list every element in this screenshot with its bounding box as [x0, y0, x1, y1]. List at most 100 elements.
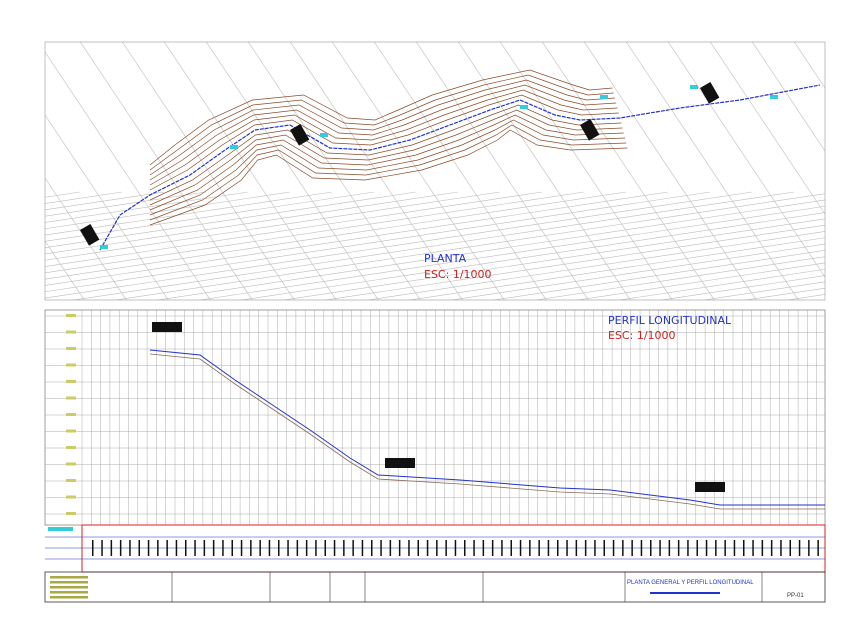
- table-cell-mark: [175, 540, 178, 556]
- grid-line: [701, 281, 825, 300]
- grid-line: [121, 42, 295, 300]
- table-cell-mark: [278, 540, 280, 556]
- table-cell-mark: [147, 540, 150, 556]
- table-cell-mark: [240, 540, 243, 556]
- table-cell-mark: [110, 540, 113, 556]
- table-cell-mark: [547, 540, 550, 556]
- title-underline: [650, 592, 720, 594]
- table-cell-mark: [445, 540, 447, 556]
- table-cell-mark: [696, 540, 698, 556]
- table-cell-mark: [761, 540, 764, 556]
- pipe-profile: [149, 349, 825, 506]
- table-cell-mark: [650, 540, 652, 556]
- table-cell-mark: [668, 540, 671, 556]
- grid-line: [113, 193, 825, 300]
- plan-view: [45, 42, 825, 300]
- table-cell-mark: [398, 540, 401, 556]
- table-cell-mark: [473, 540, 475, 556]
- table-cell-mark: [92, 540, 94, 556]
- table-cell-mark: [333, 540, 336, 556]
- table-cell-mark: [557, 540, 559, 556]
- contour: [149, 69, 613, 166]
- contour: [149, 109, 623, 206]
- elevation-label: [66, 380, 76, 383]
- profile-scale: ESC: 1/1000: [608, 329, 676, 342]
- grid-line: [457, 42, 631, 300]
- structure-block: [695, 482, 725, 492]
- grid-line: [45, 191, 207, 217]
- logo-line: [50, 596, 88, 599]
- node-marker: [690, 85, 698, 89]
- grid-line: [617, 268, 825, 300]
- table-cell-mark: [138, 540, 140, 556]
- logo-line: [50, 581, 88, 584]
- grid-line: [373, 42, 547, 300]
- grid-line: [499, 42, 673, 300]
- elevation-label: [66, 495, 76, 499]
- table-label: [48, 527, 73, 531]
- contour: [149, 94, 619, 191]
- grid-line: [449, 243, 825, 300]
- grid-line: [45, 191, 753, 299]
- elevation-label: [66, 446, 76, 449]
- table-cell-mark: [101, 540, 103, 556]
- sheet-number: PP-01: [787, 593, 804, 599]
- table-cell-mark: [510, 540, 512, 556]
- table-cell-mark: [305, 540, 308, 556]
- elevation-label: [66, 396, 76, 400]
- grid-line: [197, 205, 825, 300]
- table-cell-mark: [780, 540, 782, 556]
- table-cell-mark: [315, 540, 317, 556]
- profile-table: [45, 524, 826, 573]
- node-marker: [100, 245, 108, 249]
- table-cell-mark: [789, 540, 791, 556]
- grid-line: [45, 191, 543, 267]
- structure-block: [80, 224, 100, 246]
- grid-line: [415, 42, 589, 300]
- elevation-label: [66, 363, 76, 367]
- table-cell-mark: [380, 540, 382, 556]
- table-cell-mark: [129, 540, 131, 556]
- grid-line: [45, 191, 333, 236]
- grid-line: [491, 250, 825, 300]
- node-marker: [520, 105, 528, 109]
- grid-line: [365, 231, 825, 300]
- table-cell-mark: [185, 540, 187, 556]
- table-cell-mark: [324, 540, 326, 556]
- table-cell-mark: [705, 540, 708, 556]
- table-cell-mark: [631, 540, 633, 556]
- grid-line: [45, 191, 585, 274]
- profile-view: [44, 309, 826, 526]
- grid-line: [743, 287, 825, 300]
- node-marker: [770, 95, 778, 99]
- table-cell-mark: [436, 540, 438, 556]
- table-cell-mark: [212, 540, 215, 556]
- structure-block: [290, 124, 310, 146]
- grid-line: [281, 218, 825, 300]
- elevation-label: [66, 347, 76, 350]
- structure-block: [385, 458, 415, 468]
- contour: [149, 84, 617, 181]
- table-cell-mark: [724, 540, 726, 556]
- grid-line: [79, 42, 253, 300]
- table-cell-mark: [296, 540, 299, 556]
- table-cell-mark: [612, 540, 615, 556]
- contour: [149, 119, 626, 216]
- table-cell-mark: [389, 540, 392, 556]
- table-cell-mark: [770, 540, 773, 556]
- grid-line: [289, 42, 463, 300]
- table-cell-mark: [798, 540, 801, 556]
- logo-line: [50, 576, 88, 579]
- contour: [149, 79, 615, 176]
- pipeline-route: [99, 84, 821, 251]
- grid-line: [575, 262, 825, 300]
- table-cell-mark: [287, 540, 289, 556]
- table-cell-mark: [715, 540, 717, 556]
- grid-line: [45, 191, 459, 255]
- grid-line: [45, 191, 669, 286]
- grid-line: [71, 191, 795, 300]
- table-cell-mark: [343, 540, 345, 556]
- plan-frame: [44, 41, 826, 301]
- table-cell-mark: [519, 540, 522, 556]
